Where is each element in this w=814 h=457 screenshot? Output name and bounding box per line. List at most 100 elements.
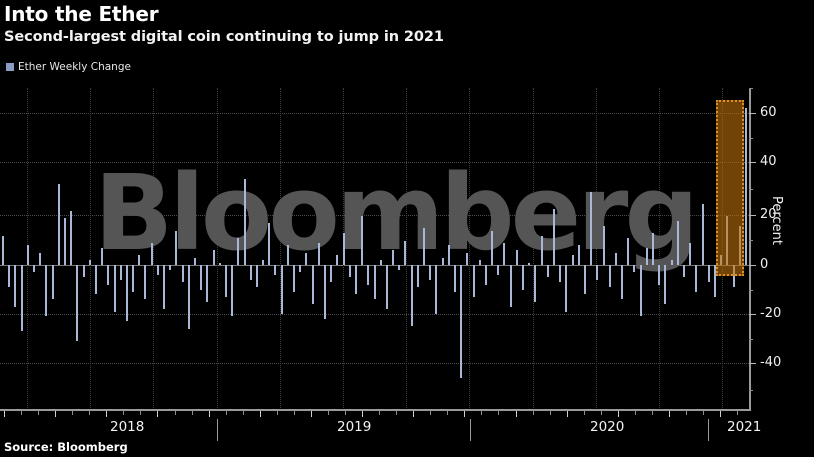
bar xyxy=(193,257,196,265)
page-title: Into the Ether xyxy=(4,2,159,26)
x-tick-minor xyxy=(175,411,176,415)
y-tick-major xyxy=(749,314,756,315)
bar xyxy=(361,216,364,265)
bar xyxy=(45,265,48,317)
bar xyxy=(169,265,172,270)
bar xyxy=(676,220,679,265)
bar xyxy=(590,191,593,265)
bar xyxy=(404,240,407,265)
bar xyxy=(621,265,624,300)
bar xyxy=(503,242,506,265)
bar xyxy=(695,265,698,292)
x-tick-major xyxy=(311,411,312,417)
bar xyxy=(218,262,221,265)
bar xyxy=(423,228,426,265)
bar xyxy=(249,265,252,280)
y-tick-label: 40 xyxy=(760,154,777,169)
x-tick-minor xyxy=(481,411,482,415)
gridline-vertical xyxy=(469,88,470,410)
gridline-vertical xyxy=(533,88,534,410)
bar xyxy=(744,108,747,265)
bar xyxy=(478,260,481,265)
bar xyxy=(8,265,11,288)
bar xyxy=(658,265,661,285)
gridline-horizontal xyxy=(0,162,749,163)
bar xyxy=(237,238,240,265)
y-tick-minor xyxy=(749,88,753,89)
bar xyxy=(546,265,549,278)
bar xyxy=(373,265,376,300)
bar xyxy=(441,257,444,265)
x-tick-major xyxy=(260,411,261,417)
gridline-vertical xyxy=(153,88,154,410)
bar xyxy=(559,265,562,283)
bar xyxy=(701,203,704,265)
x-tick-major xyxy=(209,411,210,417)
bar xyxy=(187,265,190,329)
bar xyxy=(633,265,636,273)
source-caption: Source: Bloomberg xyxy=(4,440,128,454)
y-tick-minor xyxy=(749,240,753,241)
y-tick-label: -20 xyxy=(760,306,782,321)
bar xyxy=(398,265,401,270)
y-tick-minor xyxy=(749,390,753,391)
x-tick-minor xyxy=(345,411,346,415)
bar xyxy=(515,250,518,265)
x-tick-major xyxy=(669,411,670,417)
y-tick-major xyxy=(749,215,756,216)
bar xyxy=(466,252,469,265)
bar xyxy=(26,245,29,265)
chart-legend: Ether Weekly Change xyxy=(6,61,131,73)
highlight-box-2021 xyxy=(716,100,744,276)
x-tick-minor xyxy=(396,411,397,415)
x-tick-major xyxy=(720,411,721,417)
x-tick-minor xyxy=(652,411,653,415)
bar xyxy=(565,265,568,312)
bar xyxy=(175,230,178,265)
bar xyxy=(63,218,66,265)
bar xyxy=(392,250,395,265)
bar xyxy=(645,247,648,265)
bar xyxy=(435,265,438,314)
bar xyxy=(602,225,605,265)
x-tick-minor xyxy=(498,411,499,415)
y-tick-major xyxy=(749,363,756,364)
bar xyxy=(88,260,91,265)
bar xyxy=(385,265,388,310)
x-tick-minor xyxy=(140,411,141,415)
y-tick-label: 60 xyxy=(760,105,777,120)
bar xyxy=(101,247,104,265)
bar xyxy=(243,179,246,265)
x-axis-year-separator xyxy=(470,419,471,441)
gridline-horizontal xyxy=(0,215,749,216)
x-tick-minor xyxy=(635,411,636,415)
bar xyxy=(639,265,642,317)
bar xyxy=(144,265,147,300)
bar xyxy=(534,265,537,302)
x-tick-major xyxy=(516,411,517,417)
x-tick-minor xyxy=(277,411,278,415)
y-tick-minor xyxy=(749,338,753,340)
y-tick-major xyxy=(749,162,756,163)
gridline-vertical xyxy=(90,88,91,410)
bar-series xyxy=(0,88,749,410)
bar xyxy=(447,245,450,265)
y-tick-minor xyxy=(749,188,753,190)
bar xyxy=(311,265,314,305)
bar xyxy=(212,250,215,265)
bar xyxy=(342,233,345,265)
y-tick-minor xyxy=(749,289,753,291)
bar xyxy=(119,265,122,280)
bar xyxy=(280,265,283,314)
bar xyxy=(460,265,463,378)
bar xyxy=(200,265,203,290)
bar xyxy=(107,265,110,285)
bar xyxy=(305,252,308,265)
x-tick-minor xyxy=(686,411,687,415)
bar xyxy=(262,260,265,265)
x-tick-minor xyxy=(89,411,90,415)
x-tick-major xyxy=(464,411,465,417)
bar xyxy=(583,265,586,295)
bar xyxy=(354,265,357,295)
